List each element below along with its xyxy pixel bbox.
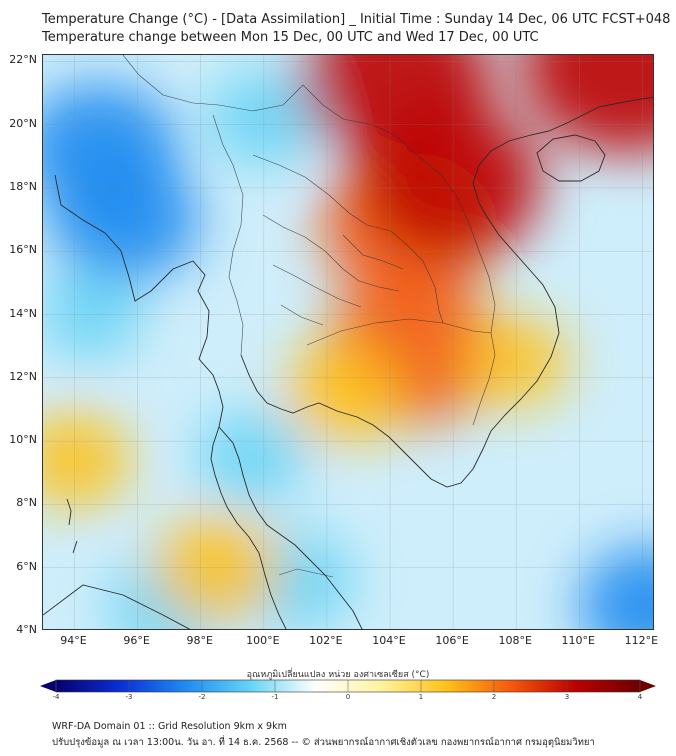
footer-model-info: WRF-DA Domain 01 :: Grid Resolution 9km … xyxy=(52,721,287,732)
lon-tick-label: 110°E xyxy=(561,634,595,647)
chart-title-line2: Temperature change between Mon 15 Dec, 0… xyxy=(42,30,539,45)
border-thailand-myanmar xyxy=(212,114,244,356)
lon-tick-label: 96°E xyxy=(123,634,150,647)
border-laos-vietnam xyxy=(302,84,496,334)
colorbar-tick-label: 3 xyxy=(564,693,570,701)
colorbar xyxy=(40,679,656,693)
lon-tick-label: 94°E xyxy=(60,634,87,647)
colorbar-tick-label: 4 xyxy=(637,693,643,701)
coastline-thai-peninsula-east xyxy=(218,426,363,629)
border-thailand-laos xyxy=(252,154,444,324)
lat-tick-label: 6°N xyxy=(16,559,37,573)
lat-tick-label: 10°N xyxy=(9,433,37,447)
lat-tick-label: 16°N xyxy=(9,243,37,257)
field-blob-cooling-gulf-west xyxy=(197,410,306,504)
lat-tick-label: 22°N xyxy=(9,53,37,67)
lon-tick-label: 102°E xyxy=(309,634,343,647)
lat-tick-label: 12°N xyxy=(9,369,37,383)
colorbar-tick-label: -3 xyxy=(125,693,133,701)
lon-tick-label: 98°E xyxy=(186,634,213,647)
coastline-gulf-of-thailand xyxy=(240,354,492,488)
coastline-andaman-islands xyxy=(66,498,78,554)
lon-tick-label: 100°E xyxy=(246,634,280,647)
coastline-sumatra xyxy=(43,584,191,629)
colorbar-min-arrow xyxy=(40,680,56,692)
border-cambodia xyxy=(306,318,496,426)
colorbar-tick-label: 0 xyxy=(345,693,351,701)
colorbar-tick-label: -1 xyxy=(271,693,279,701)
colorbar-tick-label: 1 xyxy=(418,693,424,701)
lon-tick-label: 108°E xyxy=(498,634,532,647)
chart-title-line1: Temperature Change (°C) - [Data Assimila… xyxy=(42,12,671,27)
colorbar-title: อุณหภูมิเปลี่ยนแปลง หน่วย องศาเซลเซียส (… xyxy=(246,670,430,680)
lon-tick-label: 112°E xyxy=(624,634,659,647)
lat-tick-label: 4°N xyxy=(16,623,37,636)
field-blob-warming-gulf xyxy=(284,343,402,444)
coastline-vietnam xyxy=(472,96,653,432)
border-thai-provinces xyxy=(262,214,404,326)
temperature-field xyxy=(43,55,653,629)
field-blob-warming-andaman-south xyxy=(43,412,131,509)
colorbar-tick-label: -2 xyxy=(198,693,206,701)
border-myanmar-china xyxy=(122,55,304,112)
colorbar-max-arrow xyxy=(640,680,656,692)
lat-tick-label: 20°N xyxy=(9,116,37,130)
field-blob-warming-vietnam-coast xyxy=(358,103,542,260)
lat-tick-label: 8°N xyxy=(16,496,37,510)
field-blob-cooling-se xyxy=(579,546,653,629)
colorbar-tick-label: -4 xyxy=(52,693,60,701)
coastline-hainan xyxy=(536,134,606,182)
colorbar-tick-label: 2 xyxy=(491,693,497,701)
temperature-map[interactable] xyxy=(42,54,654,630)
lat-tick-label: 14°N xyxy=(9,306,37,320)
footer-update-credit: ปรับปรุงข้อมูล ณ เวลา 13:00น. วัน อา. ที… xyxy=(52,737,595,748)
coastline-myanmar-west xyxy=(54,174,287,629)
lat-tick-label: 18°N xyxy=(9,179,37,193)
lon-tick-label: 104°E xyxy=(372,634,406,647)
lon-tick-label: 106°E xyxy=(435,634,469,647)
border-malaysia-thailand xyxy=(278,568,334,578)
